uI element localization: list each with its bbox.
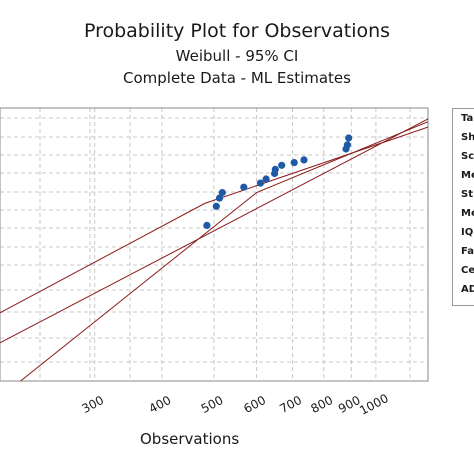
x-axis-label: Observations — [140, 430, 239, 448]
data-point-0 — [203, 222, 210, 229]
x-tick-label-7: 1000 — [357, 391, 391, 418]
data-point-11 — [300, 156, 307, 163]
legend-row-4: St — [461, 189, 473, 200]
legend-row-8: Ce — [461, 265, 474, 276]
data-point-9 — [278, 162, 285, 169]
data-point-8 — [272, 166, 279, 173]
x-tick-label-4: 700 — [277, 393, 304, 416]
x-tick-label-3: 600 — [241, 393, 268, 416]
legend-row-3: Me — [461, 170, 474, 181]
data-point-1 — [213, 203, 220, 210]
data-point-10 — [291, 159, 298, 166]
data-point-14 — [345, 134, 352, 141]
legend-row-1: Sh — [461, 132, 474, 143]
legend-row-7: Fa — [461, 246, 474, 257]
legend-row-0: Ta — [461, 113, 473, 124]
legend-row-2: Sc — [461, 151, 474, 162]
legend-row-9: AD — [461, 284, 474, 295]
legend-row-5: Me — [461, 208, 474, 219]
x-tick-label-2: 500 — [199, 393, 226, 416]
data-point-3 — [219, 189, 226, 196]
data-point-13 — [344, 141, 351, 148]
data-point-4 — [240, 184, 247, 191]
data-point-6 — [263, 175, 270, 182]
x-tick-label-1: 400 — [147, 393, 174, 416]
x-tick-label-5: 800 — [308, 393, 335, 416]
legend-row-6: IQ — [461, 227, 473, 238]
legend-table: Ta Sh Sc Me St Me IQ Fa Ce AD — [452, 108, 474, 306]
x-tick-label-0: 300 — [79, 393, 106, 416]
